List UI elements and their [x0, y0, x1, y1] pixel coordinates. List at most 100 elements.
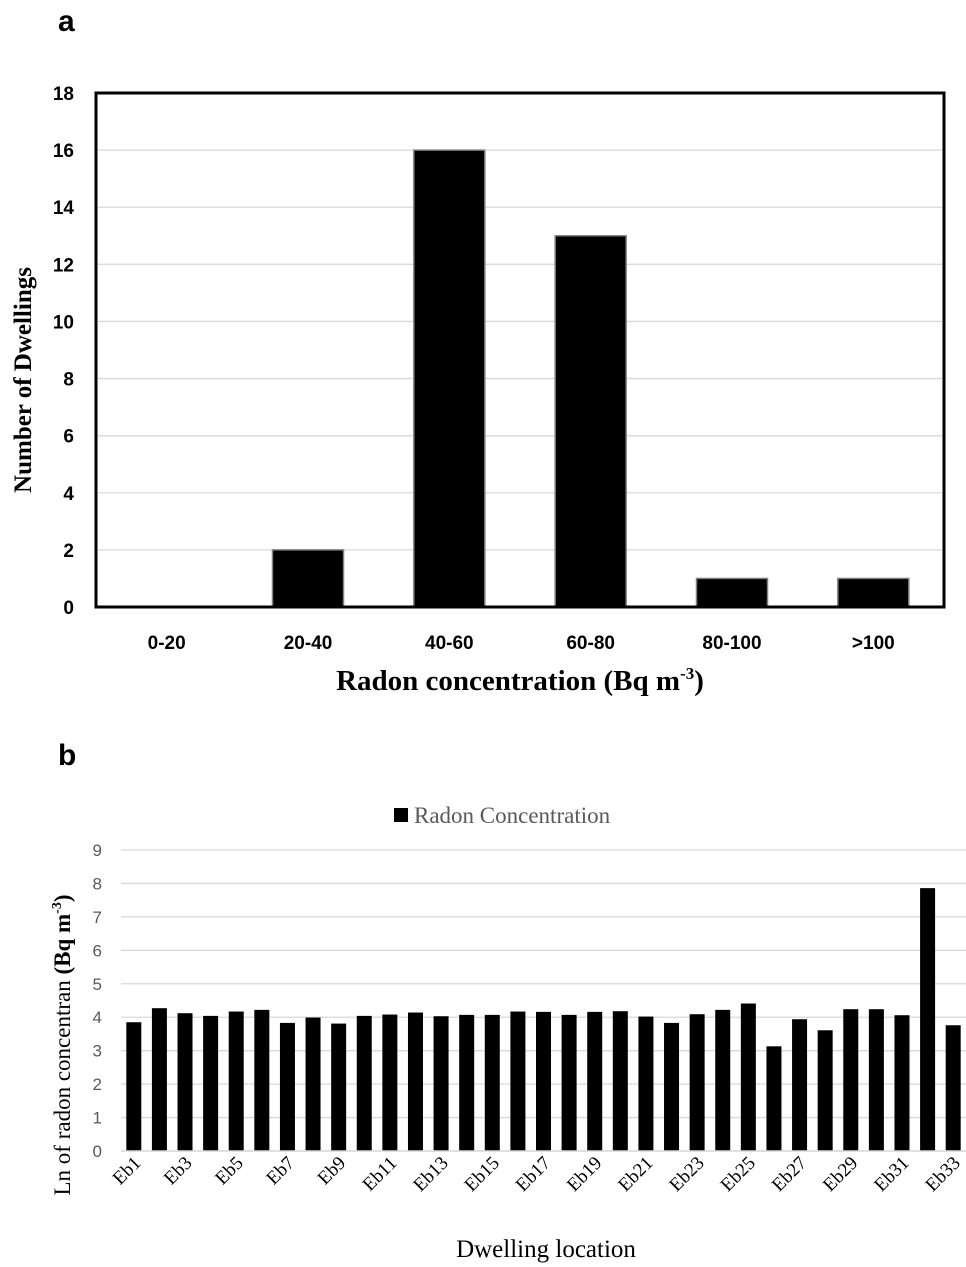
panel-b-bar — [843, 1009, 859, 1151]
panel-a-y-tick-label: 8 — [63, 370, 74, 391]
panel-b-y-tick-labels: 0 1 2 3 4 5 6 7 8 9 — [93, 841, 102, 1161]
panel-b-x-tick-label: Eb5 — [211, 1153, 247, 1189]
panel-a-x-axis-title-main: Radon concentration (Bq m — [336, 665, 680, 697]
panel-a-y-tick-label: 2 — [63, 541, 74, 562]
panel-b-y-tick-label: 7 — [93, 908, 102, 927]
panel-a-bar — [413, 149, 486, 608]
panel-a-gridlines — [96, 92, 944, 608]
panel-b-bar — [151, 1008, 167, 1151]
panel-b-x-tick-label: Eb23 — [665, 1153, 708, 1196]
panel-a-y-axis-title: Number of Dwellings — [10, 267, 37, 493]
panel-a-x-axis-title: Radon concentration (Bq m-3) — [336, 664, 704, 697]
panel-b-x-tick-labels: Eb1 Eb3 Eb5 Eb7 Eb9 Eb11 Eb13 Eb15 Eb17 Eb19 Eb21 E… — [109, 1153, 965, 1196]
panel-b-bar — [638, 1016, 654, 1151]
panel-b-legend-label: Radon Concentration — [414, 803, 611, 828]
panel-a-y-tick-label: 6 — [63, 427, 74, 448]
panel-b-bar — [433, 1016, 449, 1151]
panel-a-plot-frame — [94, 91, 946, 609]
panel-b-y-tick-label: 9 — [93, 841, 102, 860]
panel-a-bar — [271, 549, 345, 608]
panel-a-x-axis-title-sup: -3 — [680, 664, 694, 683]
panel-b-bars — [126, 888, 961, 1151]
panel-b-y-axis-title-sup: -3 — [50, 902, 65, 914]
panel-b-bar — [817, 1030, 833, 1151]
panel-b-bar — [510, 1011, 526, 1151]
panel-a-y-tick-label: 18 — [53, 84, 74, 105]
panel-b-x-tick-label: Eb21 — [614, 1153, 657, 1196]
panel-a-y-tick-label: 14 — [53, 198, 75, 219]
panel-b-x-tick-label: Eb9 — [314, 1153, 350, 1189]
panel-a-x-tick-label: 40-60 — [425, 633, 474, 654]
panel-b-y-axis-title-bold: (Bq m — [50, 914, 75, 975]
panel-a-y-tick-label: 0 — [63, 598, 74, 619]
panel-b-bar — [920, 888, 936, 1151]
panel-b-bar — [792, 1019, 808, 1151]
panel-a-x-tick-label: 0-20 — [148, 633, 186, 654]
panel-b-bar — [331, 1023, 347, 1151]
panel-b-legend-swatch — [394, 808, 408, 822]
panel-b-bar — [203, 1015, 219, 1151]
panel-b-x-tick-label: Eb11 — [359, 1153, 402, 1196]
panel-b-y-tick-label: 4 — [93, 1008, 102, 1027]
panel-b-x-tick-label: Eb29 — [819, 1153, 862, 1196]
panel-b-y-tick-label: 8 — [93, 874, 102, 893]
panel-b-y-tick-label: 1 — [93, 1109, 102, 1128]
panel-b-bar — [459, 1014, 475, 1151]
panel-b-y-tick-label: 0 — [93, 1142, 102, 1161]
panel-b-y-tick-label: 2 — [93, 1075, 102, 1094]
panel-b-bar — [228, 1011, 244, 1151]
panel-a-y-tick-label: 10 — [53, 312, 74, 333]
panel-b-y-axis-title: Ln of radon concentran (Bq m-3) — [50, 894, 75, 1195]
panel-b-x-tick-label: Eb27 — [768, 1153, 811, 1196]
panel-b-y-tick-label: 3 — [93, 1042, 102, 1061]
panel-a-y-tick-label: 16 — [53, 141, 74, 162]
panel-b-bar — [561, 1014, 577, 1151]
panel-b-x-tick-label: Eb7 — [262, 1153, 298, 1189]
panel-b-x-axis-title: Dwelling location — [456, 1236, 636, 1263]
panel-b-bar — [612, 1011, 628, 1151]
panel-b-y-tick-label: 6 — [93, 941, 102, 960]
panel-b-x-tick-label: Eb31 — [870, 1153, 913, 1196]
panel-a-x-tick-label: >100 — [852, 633, 895, 654]
panel-b-x-tick-label: Eb25 — [717, 1153, 760, 1196]
panel-b-bar — [279, 1022, 295, 1151]
panel-b-bar — [536, 1011, 551, 1151]
panel-b-x-tick-label: Eb17 — [512, 1153, 555, 1196]
panel-a-x-tick-label: 20-40 — [284, 633, 333, 654]
panel-b-x-tick-label: Eb3 — [160, 1153, 196, 1189]
panel-b-bar — [177, 1013, 193, 1151]
panel-b-x-tick-label: Eb19 — [563, 1153, 606, 1196]
panel-b-bar — [382, 1014, 398, 1151]
panel-a-y-tick-label: 4 — [63, 484, 74, 505]
panel-b-bar — [664, 1022, 680, 1151]
panel-b-bar — [356, 1015, 372, 1151]
panel-b-bar — [305, 1017, 321, 1151]
panel-b-y-tick-label: 5 — [93, 975, 102, 994]
panel-b-x-tick-label: Eb15 — [461, 1153, 504, 1196]
panel-b-x-tick-label: Eb33 — [922, 1153, 965, 1196]
panel-b-bar — [254, 1009, 270, 1151]
panel-b-bar — [126, 1022, 142, 1151]
panel-a-x-tick-label: 80-100 — [702, 633, 761, 654]
panel-a-bar — [695, 577, 769, 608]
panel-b-letter: b — [58, 739, 76, 772]
panel-b-bar — [587, 1011, 603, 1151]
panel-b-bar — [715, 1009, 731, 1151]
panel-a-bar — [554, 235, 627, 608]
panel-b-y-axis-title-main: Ln of radon concentran — [50, 975, 75, 1196]
panel-b-bar — [740, 1003, 756, 1151]
panel-b-x-tick-label: Eb1 — [109, 1153, 145, 1189]
panel-b-x-tick-label: Eb13 — [409, 1153, 452, 1196]
panel-a-y-tick-label: 12 — [53, 255, 74, 276]
panel-b-bar — [407, 1012, 423, 1151]
panel-a-y-tick-labels: 0 2 4 6 8 10 12 14 16 18 — [53, 84, 75, 619]
panel-a-x-tick-labels: 0-20 20-40 40-60 60-80 80-100 >100 — [148, 633, 895, 654]
panel-a-x-tick-label: 60-80 — [566, 633, 615, 654]
panel-a-x-axis-title-end: ) — [694, 665, 704, 697]
panel-b-bar — [689, 1014, 705, 1151]
panel-b-bar — [766, 1046, 782, 1151]
panel-b-bar — [894, 1015, 910, 1151]
panel-b-bar — [484, 1014, 500, 1151]
panel-b-bar — [868, 1009, 884, 1151]
